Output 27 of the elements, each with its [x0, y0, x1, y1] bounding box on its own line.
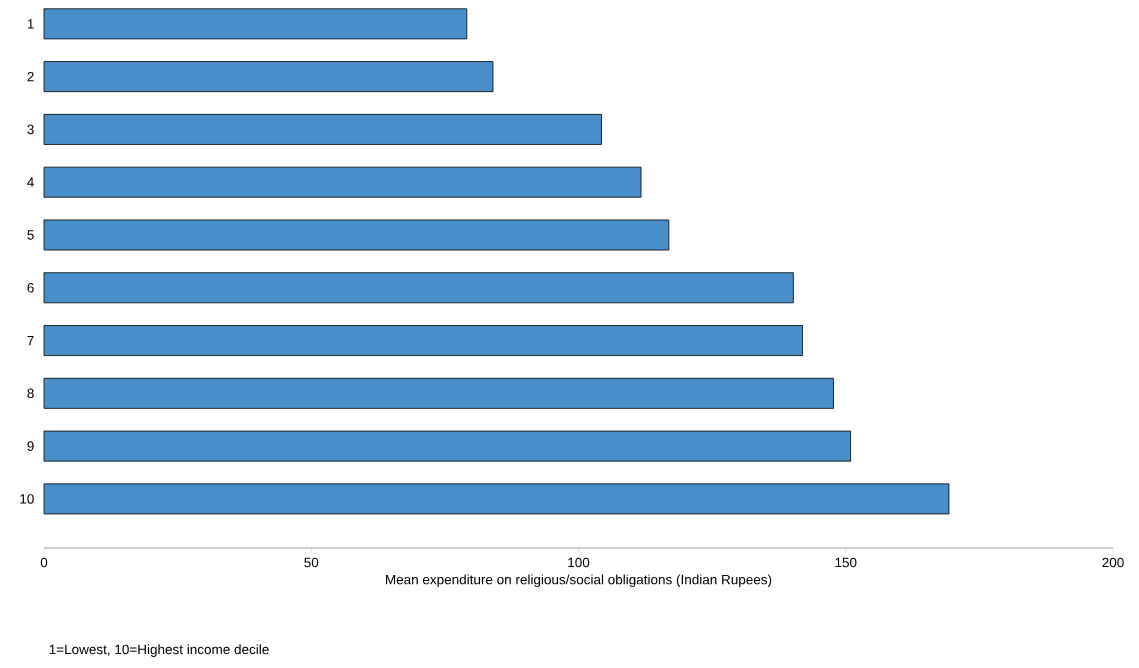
- x-tick-label: 200: [1102, 557, 1124, 568]
- bar: [43, 8, 468, 40]
- x-tick-label: 0: [40, 557, 48, 568]
- bar: [43, 325, 803, 356]
- y-tick-label: 3: [27, 124, 34, 135]
- y-tick-label: 5: [27, 230, 34, 240]
- x-axis-title: Mean expenditure on religious/social obligations (Indian Rupees): [386, 574, 772, 588]
- x-tick-label: 150: [835, 557, 857, 568]
- y-tick-label: 4: [27, 177, 34, 187]
- bar: [43, 483, 950, 515]
- bar: [43, 377, 834, 409]
- bar: [43, 166, 642, 198]
- y-tick-label: 10: [20, 494, 34, 504]
- x-tick-label: 50: [304, 557, 319, 568]
- y-tick-label: 8: [27, 388, 34, 399]
- bar: [43, 219, 670, 251]
- y-tick-label: 2: [27, 71, 34, 82]
- y-tick-label: 9: [27, 441, 34, 451]
- bar: [43, 272, 794, 304]
- y-tick-label: 7: [27, 335, 34, 346]
- bar: [43, 430, 851, 462]
- x-tick-label: 100: [568, 557, 590, 568]
- bar: [43, 61, 494, 93]
- text: 1=Lowest, 10=Highest income decile: [49, 644, 269, 657]
- bar: [43, 113, 602, 145]
- y-tick-label: 6: [27, 282, 34, 293]
- y-tick-label: 1: [27, 19, 34, 29]
